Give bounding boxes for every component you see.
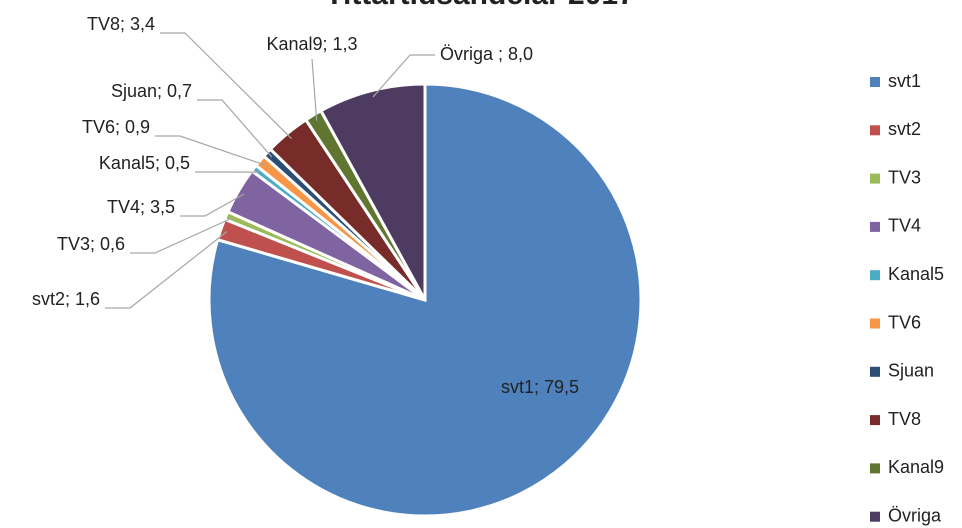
legend-swatch — [870, 125, 880, 136]
leader-line — [311, 58, 318, 121]
leader-line — [197, 99, 273, 158]
legend-label: Övriga — [888, 505, 942, 525]
leader-line — [130, 217, 233, 254]
legend-label: TV3 — [888, 167, 921, 187]
leader-line — [155, 135, 266, 166]
legend-swatch — [870, 318, 880, 329]
data-label: Sjuan; 0,7 — [111, 81, 192, 101]
data-label: Kanal5; 0,5 — [99, 153, 190, 173]
legend-swatch — [870, 173, 880, 184]
legend-label: Kanal5 — [888, 264, 944, 284]
data-label: Övriga ; 8,0 — [440, 44, 533, 64]
legend-swatch — [870, 221, 880, 232]
legend-label: svt2 — [888, 119, 921, 139]
data-label: TV8; 3,4 — [87, 14, 155, 34]
leader-line — [372, 54, 435, 98]
leader-line — [160, 32, 292, 139]
legend-swatch — [870, 463, 880, 474]
data-label: TV3; 0,6 — [57, 234, 125, 254]
leader-line — [180, 193, 245, 217]
data-label: svt1; 79,5 — [501, 377, 579, 397]
pie-slice — [318, 82, 427, 301]
legend-swatch — [870, 270, 880, 281]
data-label: TV6; 0,9 — [82, 117, 150, 137]
legend-swatch — [870, 77, 880, 87]
legend-swatch — [870, 511, 880, 522]
legend-label: Sjuan — [888, 361, 934, 381]
leader-line — [105, 231, 228, 309]
data-label: TV4; 3,5 — [107, 197, 175, 217]
legend-label: svt1 — [888, 71, 921, 91]
chart-title: Tittartidsandelar 2017 — [325, 0, 635, 11]
legend-swatch — [870, 366, 880, 377]
legend-label: TV6 — [888, 312, 921, 332]
legend-label: TV4 — [888, 216, 921, 236]
legend-swatch — [870, 415, 880, 426]
legend-label: TV8 — [888, 409, 921, 429]
data-label: svt2; 1,6 — [32, 289, 100, 309]
legend-label: Kanal9 — [888, 457, 944, 477]
data-label: Kanal9; 1,3 — [266, 34, 357, 54]
